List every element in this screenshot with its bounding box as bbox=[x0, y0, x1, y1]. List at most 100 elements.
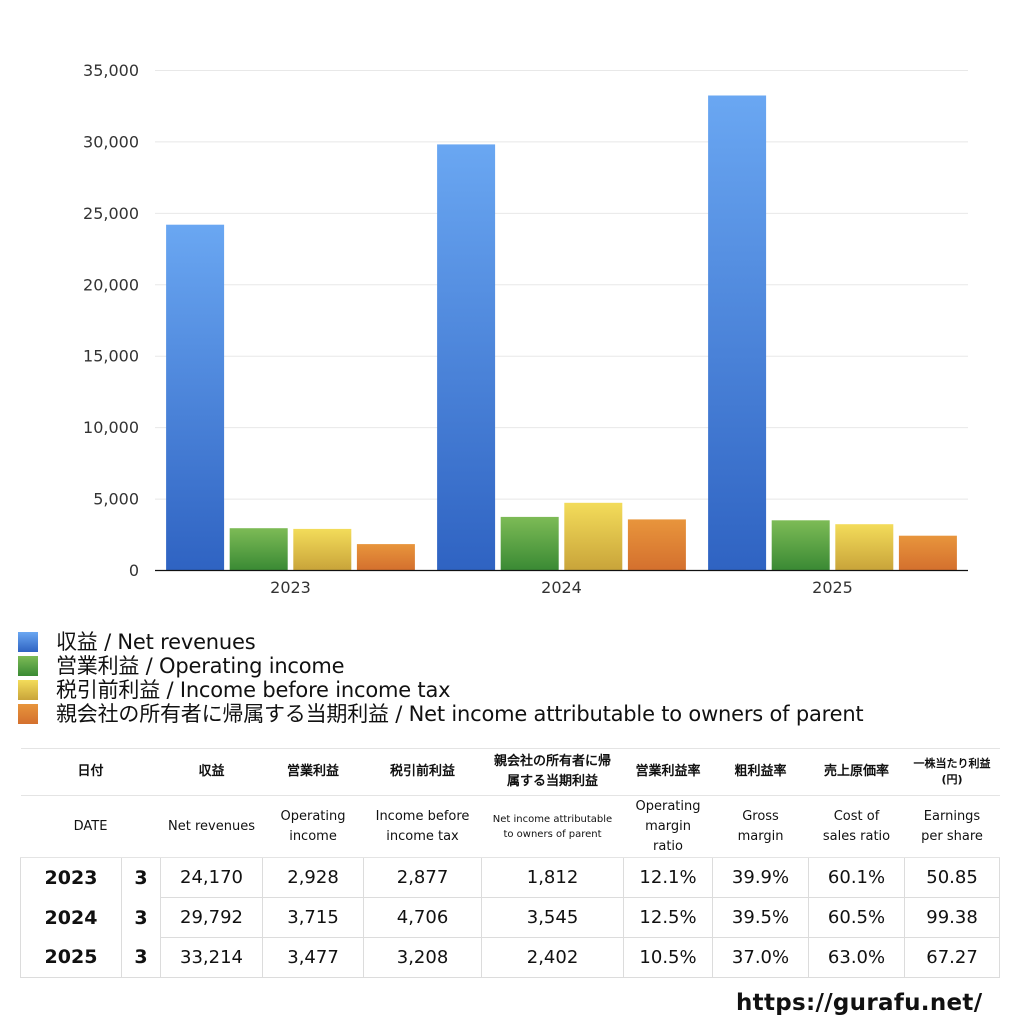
legend-label: 親会社の所有者に帰属する当期利益 / Net income attributab… bbox=[56, 702, 864, 726]
header-cost-ratio-en: Cost of sales ratio bbox=[808, 795, 905, 858]
header-eps-en: Earnings per share bbox=[904, 795, 1000, 858]
y-tick-label: 10,000 bbox=[83, 418, 139, 437]
legend-swatch-net-revenues bbox=[18, 632, 38, 652]
header-cost-ratio-en-text: Cost of sales ratio bbox=[822, 808, 891, 844]
header-date-en: DATE bbox=[20, 795, 161, 858]
header-net-income-jp-text: 親会社の所有者に帰属する当期利益 bbox=[494, 754, 612, 789]
table-row: 2023 3 24,170 2,928 2,877 1,812 12.1% 39… bbox=[20, 857, 1001, 898]
cell-operating-income: 3,477 bbox=[262, 937, 365, 978]
header-net-income-en-text: Net income attributable to owners of par… bbox=[492, 813, 613, 840]
cell-year: 2024 bbox=[20, 897, 122, 938]
legend-label: 税引前利益 / Income before income tax bbox=[56, 678, 451, 702]
y-axis-ticks: 0 5,000 10,000 15,000 20,000 25,000 30,000 35,0… bbox=[83, 61, 139, 580]
table-row: 2024 3 29,792 3,715 4,706 3,545 12.5% 39… bbox=[20, 897, 1001, 938]
y-tick-label: 20,000 bbox=[83, 275, 139, 294]
x-tick-label: 2023 bbox=[270, 578, 311, 597]
cell-month: 3 bbox=[120, 937, 162, 978]
bar-2025-series-2 bbox=[835, 524, 894, 570]
legend-item-income-before-tax: 税引前利益 / Income before income tax bbox=[18, 678, 1018, 702]
legend-swatch-net-income bbox=[18, 704, 38, 724]
cell-revenues: 33,214 bbox=[160, 937, 264, 978]
legend-swatch-income-before-tax bbox=[18, 680, 38, 700]
header-operating-margin-jp: 営業利益率 bbox=[623, 748, 713, 796]
cell-income-before-tax: 2,877 bbox=[363, 857, 483, 898]
header-operating-margin-en-text: Operating margin ratio bbox=[635, 798, 701, 854]
legend-item-operating-income: 営業利益 / Operating income bbox=[18, 654, 1018, 678]
header-operating-margin-en: Operating margin ratio bbox=[623, 795, 713, 858]
bar-2023-series-3 bbox=[356, 544, 415, 570]
cell-eps: 50.85 bbox=[904, 857, 1001, 898]
financial-table: 日付 収益 営業利益 税引前利益 親会社の所有者に帰属する当期利益 営業利益率 … bbox=[20, 748, 1001, 978]
header-operating-income-jp: 営業利益 bbox=[262, 748, 364, 796]
y-tick-label: 15,000 bbox=[83, 347, 139, 366]
cell-revenues: 29,792 bbox=[160, 897, 264, 938]
x-axis-ticks: 2023 2024 2025 bbox=[270, 578, 853, 597]
chart-legend: 収益 / Net revenues 営業利益 / Operating incom… bbox=[18, 630, 1018, 726]
bar-2024-series-1 bbox=[500, 516, 559, 570]
bar-2023-series-0 bbox=[166, 224, 225, 570]
header-row-en: DATE Net revenues Operating income Incom… bbox=[20, 795, 1000, 858]
cell-month: 3 bbox=[120, 857, 162, 898]
legend-item-net-income: 親会社の所有者に帰属する当期利益 / Net income attributab… bbox=[18, 702, 1018, 726]
header-operating-income-en-text: Operating income bbox=[280, 808, 346, 844]
header-gross-margin-en-text: Gross margin bbox=[737, 808, 784, 844]
header-income-before-tax-jp: 税引前利益 bbox=[363, 748, 482, 796]
x-tick-label: 2025 bbox=[812, 578, 853, 597]
table-row: 2025 3 33,214 3,477 3,208 2,402 10.5% 37… bbox=[20, 937, 1001, 978]
legend-item-net-revenues: 収益 / Net revenues bbox=[18, 630, 1018, 654]
cell-year: 2023 bbox=[20, 857, 122, 898]
bar-2023-series-1 bbox=[229, 528, 288, 570]
bar-2025-series-1 bbox=[771, 520, 830, 570]
cell-eps: 67.27 bbox=[904, 937, 1001, 978]
bar-2023-series-2 bbox=[293, 528, 352, 570]
cell-net-income: 1,812 bbox=[481, 857, 625, 898]
bars bbox=[166, 95, 957, 570]
bar-chart: 0 5,000 10,000 15,000 20,000 25,000 30,000 35,0… bbox=[83, 61, 968, 597]
header-revenues-jp: 収益 bbox=[160, 748, 263, 796]
cell-month: 3 bbox=[120, 897, 162, 938]
header-revenues-en: Net revenues bbox=[160, 795, 263, 858]
y-tick-label: 35,000 bbox=[83, 61, 139, 80]
cell-year: 2025 bbox=[20, 937, 122, 978]
y-tick-label: 5,000 bbox=[93, 490, 139, 509]
header-eps-en-text: Earnings per share bbox=[921, 808, 983, 844]
cell-eps: 99.38 bbox=[904, 897, 1001, 938]
bar-2024-series-0 bbox=[437, 144, 496, 570]
header-gross-margin-en: Gross margin bbox=[712, 795, 809, 858]
cell-income-before-tax: 3,208 bbox=[363, 937, 483, 978]
header-income-before-tax-en: Income before income tax bbox=[363, 795, 482, 858]
cell-operating-margin: 12.1% bbox=[623, 857, 714, 898]
cell-operating-margin: 10.5% bbox=[623, 937, 714, 978]
cell-net-income: 3,545 bbox=[481, 897, 625, 938]
header-net-income-en: Net income attributable to owners of par… bbox=[481, 795, 624, 858]
header-operating-income-en: Operating income bbox=[262, 795, 364, 858]
header-cost-ratio-jp: 売上原価率 bbox=[808, 748, 905, 796]
cell-operating-income: 3,715 bbox=[262, 897, 365, 938]
header-income-before-tax-en-text: Income before income tax bbox=[375, 808, 470, 844]
header-gross-margin-jp: 粗利益率 bbox=[712, 748, 809, 796]
cell-cost-ratio: 60.5% bbox=[808, 897, 906, 938]
cell-gross-margin: 37.0% bbox=[712, 937, 810, 978]
bar-2024-series-2 bbox=[564, 502, 623, 570]
header-eps-jp-text: 一株当たり利益(円) bbox=[913, 757, 991, 786]
legend-label: 収益 / Net revenues bbox=[56, 630, 256, 654]
bar-2024-series-3 bbox=[627, 519, 686, 570]
cell-cost-ratio: 60.1% bbox=[808, 857, 906, 898]
cell-gross-margin: 39.5% bbox=[712, 897, 810, 938]
bar-2025-series-3 bbox=[898, 535, 957, 570]
gridlines bbox=[155, 70, 968, 500]
cell-operating-margin: 12.5% bbox=[623, 897, 714, 938]
cell-net-income: 2,402 bbox=[481, 937, 625, 978]
y-tick-label: 30,000 bbox=[83, 132, 139, 151]
y-tick-label: 0 bbox=[129, 561, 139, 580]
cell-gross-margin: 39.9% bbox=[712, 857, 810, 898]
site-url[interactable]: https://gurafu.net/ bbox=[736, 990, 983, 1016]
bar-2025-series-0 bbox=[708, 95, 767, 570]
header-date-jp: 日付 bbox=[20, 748, 161, 796]
header-net-income-jp: 親会社の所有者に帰属する当期利益 bbox=[481, 748, 624, 796]
legend-label: 営業利益 / Operating income bbox=[56, 654, 345, 678]
cell-income-before-tax: 4,706 bbox=[363, 897, 483, 938]
header-eps-jp: 一株当たり利益(円) bbox=[904, 748, 1000, 796]
cell-cost-ratio: 63.0% bbox=[808, 937, 906, 978]
header-row-jp: 日付 収益 営業利益 税引前利益 親会社の所有者に帰属する当期利益 営業利益率 … bbox=[20, 748, 1000, 796]
